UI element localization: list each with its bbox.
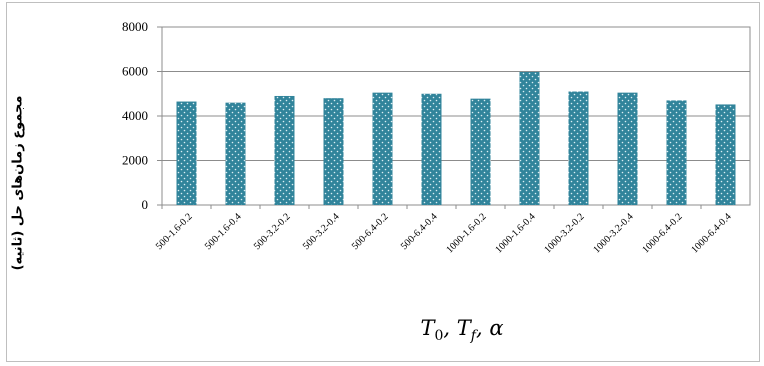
bar (225, 102, 246, 205)
x-tick-label: 500-3.2-0.4 (301, 211, 342, 252)
bar (617, 92, 638, 205)
bar (421, 93, 442, 205)
bars (176, 71, 736, 205)
bar (274, 95, 295, 205)
bar (372, 92, 393, 205)
x-tick-label: 1000-3.2-0.2 (542, 211, 586, 255)
y-tick-label: 2000 (122, 153, 148, 168)
y-tick-labels: 0 2000 4000 6000 8000 (122, 19, 148, 212)
bar (176, 101, 197, 205)
y-tick-label: 6000 (122, 64, 148, 79)
x-tick-label: 500-6.4-0.4 (399, 211, 440, 252)
x-tick-label: 1000-6.4-0.2 (640, 211, 684, 255)
x-tick-label: 500-1.6-0.4 (203, 211, 244, 252)
bar (519, 71, 540, 205)
x-tick-label: 500-3.2-0.2 (252, 211, 293, 252)
y-tick-label: 8000 (122, 19, 148, 34)
x-tick-label: 1000-3.2-0.4 (591, 211, 635, 255)
bar (470, 98, 491, 205)
x-axis-label: T0, Tf, α (420, 315, 504, 345)
x-tick-labels: 500-1.6-0.2 500-1.6-0.4 500-3.2-0.2 500-3.2… (154, 205, 734, 256)
bar (715, 104, 736, 205)
bar (323, 98, 344, 205)
bar (568, 91, 589, 205)
x-tick-label: 1000-1.6-0.4 (493, 211, 537, 255)
x-tick-label: 1000-1.6-0.2 (444, 211, 488, 255)
x-tick-label: 1000-6.4-0.4 (689, 211, 733, 255)
x-tick-label: 500-6.4-0.2 (350, 211, 391, 252)
bar (666, 100, 687, 205)
y-tick-label: 4000 (122, 108, 148, 123)
y-axis-label: مجموع زمان‌های حل (ثانیه) (10, 95, 26, 271)
gridlines (157, 26, 751, 206)
y-tick-label: 0 (142, 197, 149, 212)
x-tick-label: 500-1.6-0.2 (154, 211, 195, 252)
